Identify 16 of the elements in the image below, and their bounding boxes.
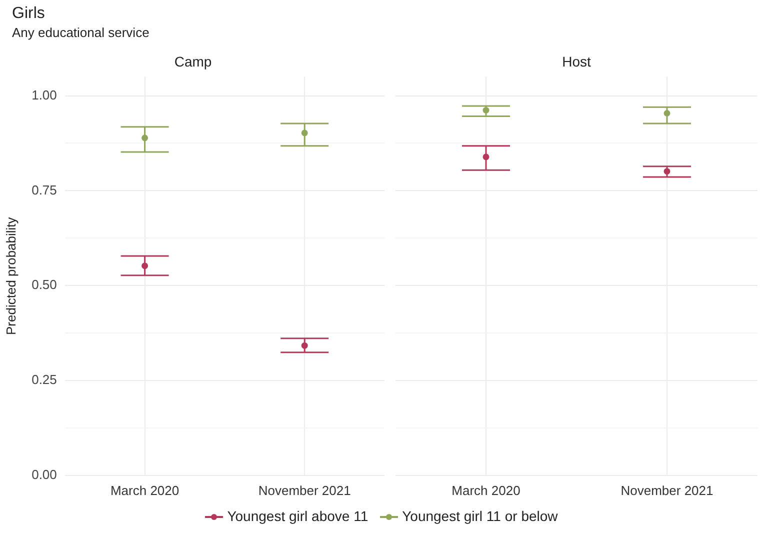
chart-title: Host	[562, 53, 591, 70]
x-tick-label: November 2021	[258, 482, 351, 498]
text: Girls	[12, 4, 46, 24]
y-tick-label: 1.00	[32, 87, 57, 102]
x-tick-label: March 2020	[452, 482, 520, 498]
y-tick-label: 0.75	[32, 182, 57, 198]
y-tick-label: 0.25	[32, 372, 57, 388]
y-tick-label: 0.00	[32, 466, 57, 482]
y-axis-title: Predicted probability	[3, 216, 18, 335]
legend-label: Youngest girl above 11	[227, 508, 368, 524]
y-tick-label: 0.50	[32, 277, 57, 292]
chart-title: Camp	[174, 53, 212, 70]
legend-label: Youngest girl 11 or below	[402, 508, 558, 524]
text: Any educational service	[12, 24, 150, 42]
x-tick-label: November 2021	[620, 482, 714, 498]
x-tick-label: March 2020	[110, 482, 180, 498]
